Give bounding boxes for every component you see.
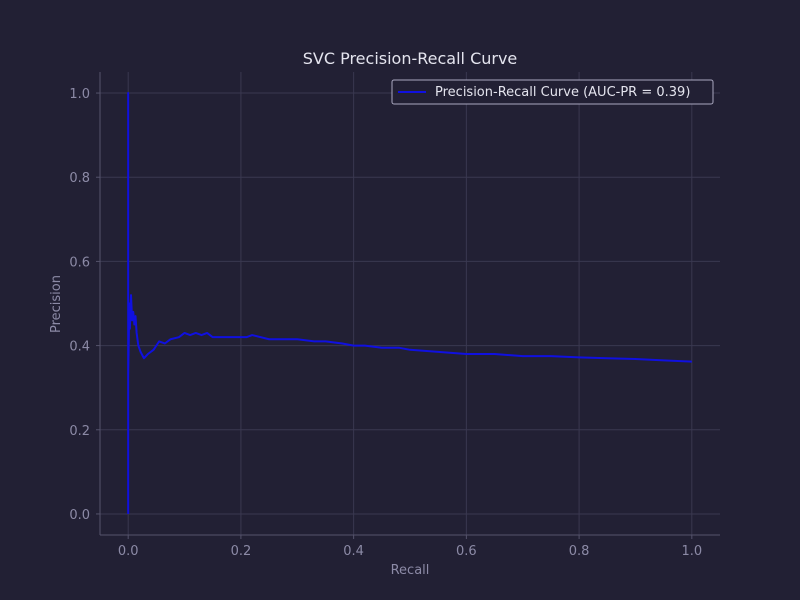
x-tick-label: 1.0 [681, 544, 702, 559]
x-tick-label: 0.0 [118, 544, 139, 559]
x-tick-label: 0.2 [231, 544, 252, 559]
x-tick-label: 0.6 [456, 544, 477, 559]
y-tick-label: 0.0 [69, 508, 90, 523]
y-tick-label: 1.0 [69, 87, 90, 102]
x-tick-label: 0.4 [343, 544, 364, 559]
chart-title: SVC Precision-Recall Curve [303, 49, 518, 68]
legend-box [391, 79, 714, 105]
x-tick-label: 0.8 [569, 544, 590, 559]
grid [100, 72, 720, 535]
x-axis-label: Recall [391, 563, 430, 578]
y-tick-label: 0.8 [69, 171, 90, 186]
legend-label: Precision-Recall Curve (AUC-PR = 0.39) [435, 85, 690, 100]
y-tick-label: 0.6 [69, 255, 90, 270]
series-layer [127, 92, 692, 514]
y-tick-label: 0.4 [69, 340, 90, 355]
y-axis-label: Precision [49, 275, 64, 333]
axes [99, 72, 720, 536]
y-tick-label: 0.2 [69, 424, 90, 439]
legend: Precision-Recall Curve (AUC-PR = 0.39) [391, 79, 714, 105]
ticks: 0.0 0.2 0.4 0.6 0.8 1.0 0.0 0.2 0.4 0.6 0.8 1.0 [69, 87, 702, 559]
pr-curve-series-line [127, 92, 692, 514]
